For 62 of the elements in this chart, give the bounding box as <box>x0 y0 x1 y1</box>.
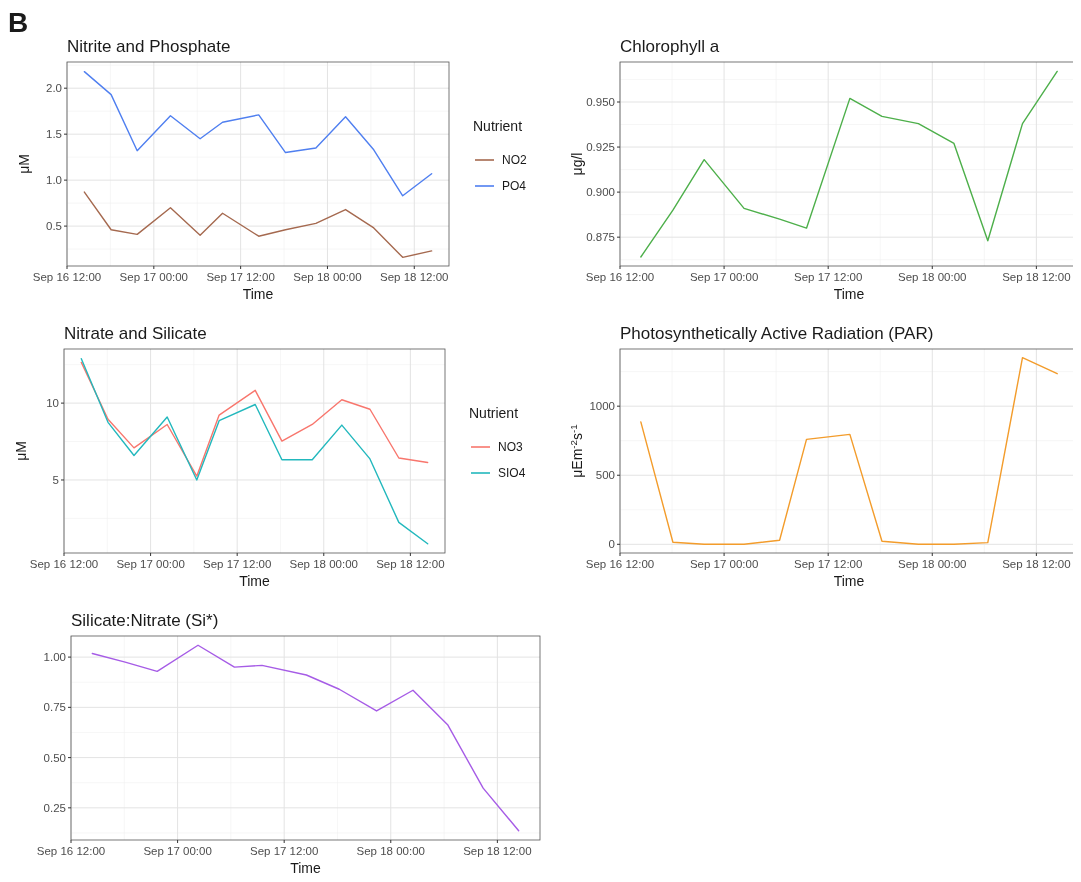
y-tick-label: 0.25 <box>43 801 66 814</box>
y-tick-label: 10 <box>46 397 59 410</box>
chart-title: Nitrate and Silicate <box>64 324 207 343</box>
x-tick-label: Sep 17 12:00 <box>793 558 863 570</box>
x-tick-label: Sep 18 00:00 <box>898 558 967 570</box>
x-tick-label: Sep 16 12:00 <box>585 558 655 570</box>
x-tick-label: Sep 18 12:00 <box>463 845 532 857</box>
y-tick-label: 1.5 <box>46 128 62 141</box>
y-tick-label: 0 <box>608 538 615 551</box>
text: B <box>8 7 29 38</box>
chart-title: Nitrite and Phosphate <box>67 37 231 56</box>
chart-title: Chlorophyll a <box>620 37 720 56</box>
y-tick-label: 0.5 <box>46 220 62 233</box>
chart-title: Silicate:Nitrate (Si*) <box>71 611 219 630</box>
legend-title: Nutrient <box>469 405 519 421</box>
x-tick-label: Sep 18 12:00 <box>1002 558 1071 570</box>
y-tick-label: 1000 <box>589 400 615 413</box>
x-tick-label: Sep 17 00:00 <box>116 558 185 570</box>
y-tick-label: 0.950 <box>586 96 615 109</box>
y-tick-label: 5 <box>52 474 59 486</box>
x-tick-label: Sep 17 12:00 <box>202 558 272 570</box>
legend-title: Nutrient <box>473 118 523 134</box>
x-tick-label: Sep 18 00:00 <box>289 558 358 570</box>
chart-title: Photosynthetically Active Radiation (PAR) <box>620 324 934 343</box>
x-axis-title: Time <box>290 860 322 876</box>
x-axis-title: Time <box>833 573 865 589</box>
y-axis-title: μM <box>13 441 29 461</box>
x-tick-label: Sep 16 12:00 <box>32 271 102 283</box>
y-tick-label: 0.75 <box>43 701 66 714</box>
x-tick-label: Sep 18 12:00 <box>1002 271 1071 283</box>
x-tick-label: Sep 18 12:00 <box>380 271 449 283</box>
x-tick-label: Sep 18 00:00 <box>293 271 362 283</box>
y-tick-label: 2.0 <box>46 82 62 95</box>
x-tick-label: Sep 17 12:00 <box>793 271 863 283</box>
x-axis-title: Time <box>833 286 865 302</box>
x-tick-label: Sep 17 12:00 <box>206 271 275 283</box>
legend-label: PO4 <box>502 179 527 194</box>
y-tick-label: 0.925 <box>586 141 615 154</box>
legend-label: SIO4 <box>498 466 526 481</box>
x-axis-title: Time <box>239 573 271 589</box>
y-axis-title: μg/l <box>569 152 585 176</box>
y-tick-label: 500 <box>595 469 615 482</box>
y-tick-label: 0.50 <box>43 751 66 764</box>
x-tick-label: Sep 17 00:00 <box>119 271 189 283</box>
x-tick-label: Sep 16 12:00 <box>585 271 655 283</box>
y-tick-label: 0.875 <box>586 231 615 244</box>
x-tick-label: Sep 17 00:00 <box>689 558 759 570</box>
x-tick-label: Sep 16 12:00 <box>29 558 99 570</box>
x-tick-label: Sep 18 00:00 <box>898 271 967 283</box>
y-tick-label: 1.00 <box>43 651 66 664</box>
x-axis-title: Time <box>242 286 274 302</box>
legend-label: NO3 <box>498 440 523 455</box>
y-tick-label: 1.0 <box>46 174 62 187</box>
x-tick-label: Sep 17 12:00 <box>249 845 319 857</box>
y-axis-title: μM <box>16 154 32 174</box>
x-tick-label: Sep 18 12:00 <box>376 558 445 570</box>
x-tick-label: Sep 17 00:00 <box>143 845 212 857</box>
legend-label: NO2 <box>502 153 527 168</box>
x-tick-label: Sep 18 00:00 <box>356 845 425 857</box>
x-tick-label: Sep 17 00:00 <box>689 271 759 283</box>
x-tick-label: Sep 16 12:00 <box>36 845 106 857</box>
y-tick-label: 0.900 <box>586 186 615 199</box>
